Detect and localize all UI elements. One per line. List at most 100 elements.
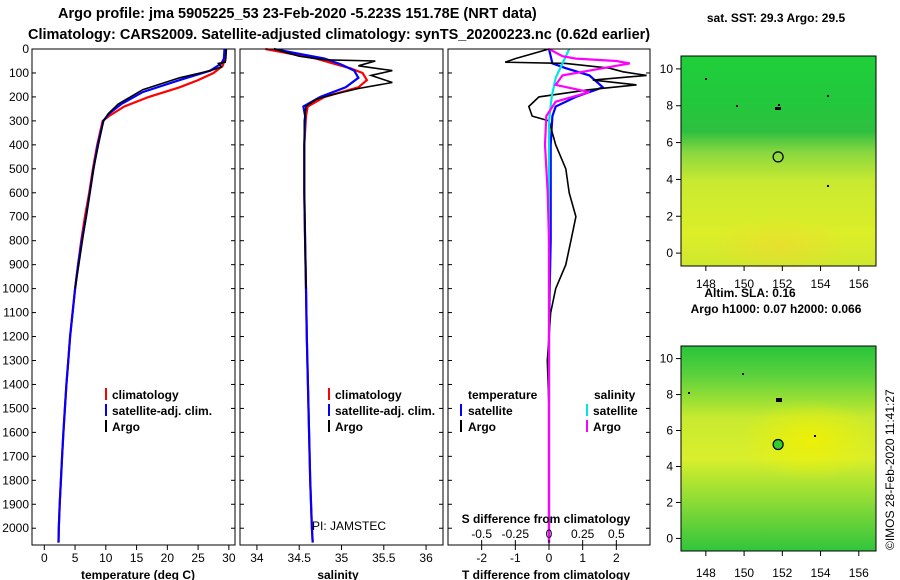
temperature-panel: 0 5 10 15 20 25 30 0 100 200 300 400 500 600 700 800 90… bbox=[2, 42, 236, 580]
temperature-plot-frame bbox=[31, 48, 236, 546]
depth-tick-label: 800 bbox=[9, 234, 29, 248]
map-y-tick-label: 10 bbox=[660, 62, 674, 76]
chart-title-line2: Climatology: CARS2009. Satellite-adjuste… bbox=[28, 27, 651, 43]
depth-tick-label: 500 bbox=[9, 162, 29, 176]
sst-map-frame bbox=[680, 55, 877, 267]
depth-tick-label: 900 bbox=[9, 258, 29, 272]
map-y-tick-label: 0 bbox=[666, 246, 673, 260]
salinity-plot-frame bbox=[239, 48, 444, 546]
s-tick-label: -0.25 bbox=[502, 527, 530, 541]
legend-label-satellite: satellite-adj. clim. bbox=[112, 404, 212, 418]
depth-tick-label: 1500 bbox=[2, 401, 29, 415]
map-x-tick-label: 148 bbox=[696, 277, 716, 291]
series-line-satellite-adj-clim- bbox=[273, 47, 360, 543]
map-x-tick-label: 154 bbox=[811, 566, 831, 580]
depth-tick-label: 100 bbox=[9, 66, 29, 80]
x-tick-label: 25 bbox=[191, 551, 205, 565]
map-y-tick-label: 10 bbox=[660, 352, 674, 366]
sst-data-gaps bbox=[705, 78, 829, 187]
salinity-panel: 34 34.5 35 35.5 36 salinity PI: JAMSTEC clim… bbox=[239, 47, 444, 580]
argo-location-marker bbox=[772, 151, 784, 163]
depth-tick-label: 1600 bbox=[2, 425, 29, 439]
depth-tick-label: 1300 bbox=[2, 353, 29, 367]
depth-tick-label: 600 bbox=[9, 186, 29, 200]
depth-tick-label: 400 bbox=[9, 138, 29, 152]
legend-label-argo: Argo bbox=[112, 420, 140, 434]
map-y-tick-label: 6 bbox=[666, 136, 673, 150]
depth-tick-label: 2000 bbox=[2, 521, 29, 535]
depth-tick-label: 1200 bbox=[2, 330, 29, 344]
map-x-tick-label: 148 bbox=[696, 566, 716, 580]
s-tick-label: 0 bbox=[546, 527, 553, 541]
salinity-legend: climatology satellite-adj. clim. Argo bbox=[328, 388, 435, 434]
legend-header-salinity: salinity bbox=[594, 388, 636, 402]
salinity-axis-label: salinity bbox=[317, 568, 359, 580]
map-x-tick-label: 150 bbox=[734, 566, 754, 580]
sst-map: sat. SST: 29.3 Argo: 29.5 148 150 152 154 15… bbox=[660, 11, 877, 291]
x-tick-label: 1 bbox=[579, 551, 586, 565]
x-tick-label: 5 bbox=[72, 551, 79, 565]
series-line-climatology bbox=[265, 47, 369, 543]
legend-label-s-satellite: satellite bbox=[593, 404, 638, 418]
legend-label-s-argo: Argo bbox=[593, 420, 621, 434]
sla-high-patch bbox=[740, 400, 880, 480]
depth-tick-label: 200 bbox=[9, 90, 29, 104]
legend-label-t-satellite: satellite bbox=[468, 404, 513, 418]
sla-map-title: Altim. SLA: 0.16 bbox=[704, 286, 796, 300]
map-y-tick-label: 2 bbox=[666, 495, 673, 509]
legend-header-temperature: temperature bbox=[468, 388, 538, 402]
depth-tick-label: 700 bbox=[9, 210, 29, 224]
legend-label-t-argo: Argo bbox=[468, 420, 496, 434]
argo-location-marker bbox=[772, 438, 784, 451]
x-tick-label: 30 bbox=[222, 551, 236, 565]
map-y-tick-label: 8 bbox=[666, 388, 673, 402]
map-y-tick-label: 6 bbox=[666, 424, 673, 438]
series-line-t-satellite bbox=[547, 48, 606, 543]
map-y-tick-label: 0 bbox=[666, 531, 673, 545]
imos-credit: ©IMOS 28-Feb-2020 11:41:27 bbox=[883, 389, 897, 550]
x-tick-label: 34.5 bbox=[288, 551, 312, 565]
legend-label-satellite: satellite-adj. clim. bbox=[335, 404, 435, 418]
map-x-tick-label: 156 bbox=[849, 277, 869, 291]
series-line-satellite-adj-clim- bbox=[57, 48, 226, 543]
series-line-t-argo bbox=[504, 48, 647, 409]
temperature-axis-label: temperature (deg C) bbox=[81, 568, 195, 580]
s-tick-label: 0.25 bbox=[571, 527, 595, 541]
pi-annotation: PI: JAMSTEC bbox=[312, 519, 386, 533]
map-y-tick-label: 2 bbox=[666, 209, 673, 223]
difference-panel: -2 -1 0 1 2 -0.5 -0.25 0 0.25 0.5 S difference f… bbox=[447, 48, 651, 580]
t-difference-axis-label: T difference from climatology bbox=[462, 568, 630, 580]
series-line-climatology bbox=[57, 48, 227, 543]
depth-tick-label: 1400 bbox=[2, 377, 29, 391]
x-tick-label: 2 bbox=[613, 551, 620, 565]
s-difference-axis-label: S difference from climatology bbox=[462, 512, 631, 526]
x-tick-label: 35.5 bbox=[372, 551, 396, 565]
legend-label-argo: Argo bbox=[335, 420, 363, 434]
sla-map: Altim. SLA: 0.16 Argo h1000: 0.07 h2000:… bbox=[660, 286, 880, 580]
temperature-legend: climatology satellite-adj. clim. Argo bbox=[105, 388, 212, 434]
map-y-tick-label: 4 bbox=[666, 459, 673, 473]
legend-label-climatology: climatology bbox=[335, 388, 402, 402]
depth-tick-label: 1900 bbox=[2, 497, 29, 511]
map-y-tick-label: 8 bbox=[666, 99, 673, 113]
map-y-tick-label: 4 bbox=[666, 172, 673, 186]
x-tick-label: 20 bbox=[161, 551, 175, 565]
x-tick-label: 0 bbox=[546, 551, 553, 565]
x-tick-label: 10 bbox=[99, 551, 113, 565]
sla-map-frame bbox=[680, 345, 877, 552]
difference-legend: temperature salinity satellite Argo sate… bbox=[460, 388, 638, 434]
x-tick-label: 0 bbox=[41, 551, 48, 565]
x-tick-label: -2 bbox=[476, 551, 487, 565]
depth-tick-label: 300 bbox=[9, 114, 29, 128]
depth-tick-label: 1800 bbox=[2, 473, 29, 487]
x-tick-label: 34 bbox=[250, 551, 264, 565]
map-x-tick-label: 156 bbox=[849, 566, 869, 580]
depth-tick-label: 0 bbox=[22, 42, 29, 56]
x-tick-label: -1 bbox=[510, 551, 521, 565]
sst-warm-patch bbox=[710, 217, 850, 273]
series-line-s-argo bbox=[543, 48, 630, 543]
sla-data-gaps bbox=[688, 373, 816, 437]
map-x-tick-label: 152 bbox=[772, 277, 792, 291]
x-tick-label: 36 bbox=[419, 551, 433, 565]
